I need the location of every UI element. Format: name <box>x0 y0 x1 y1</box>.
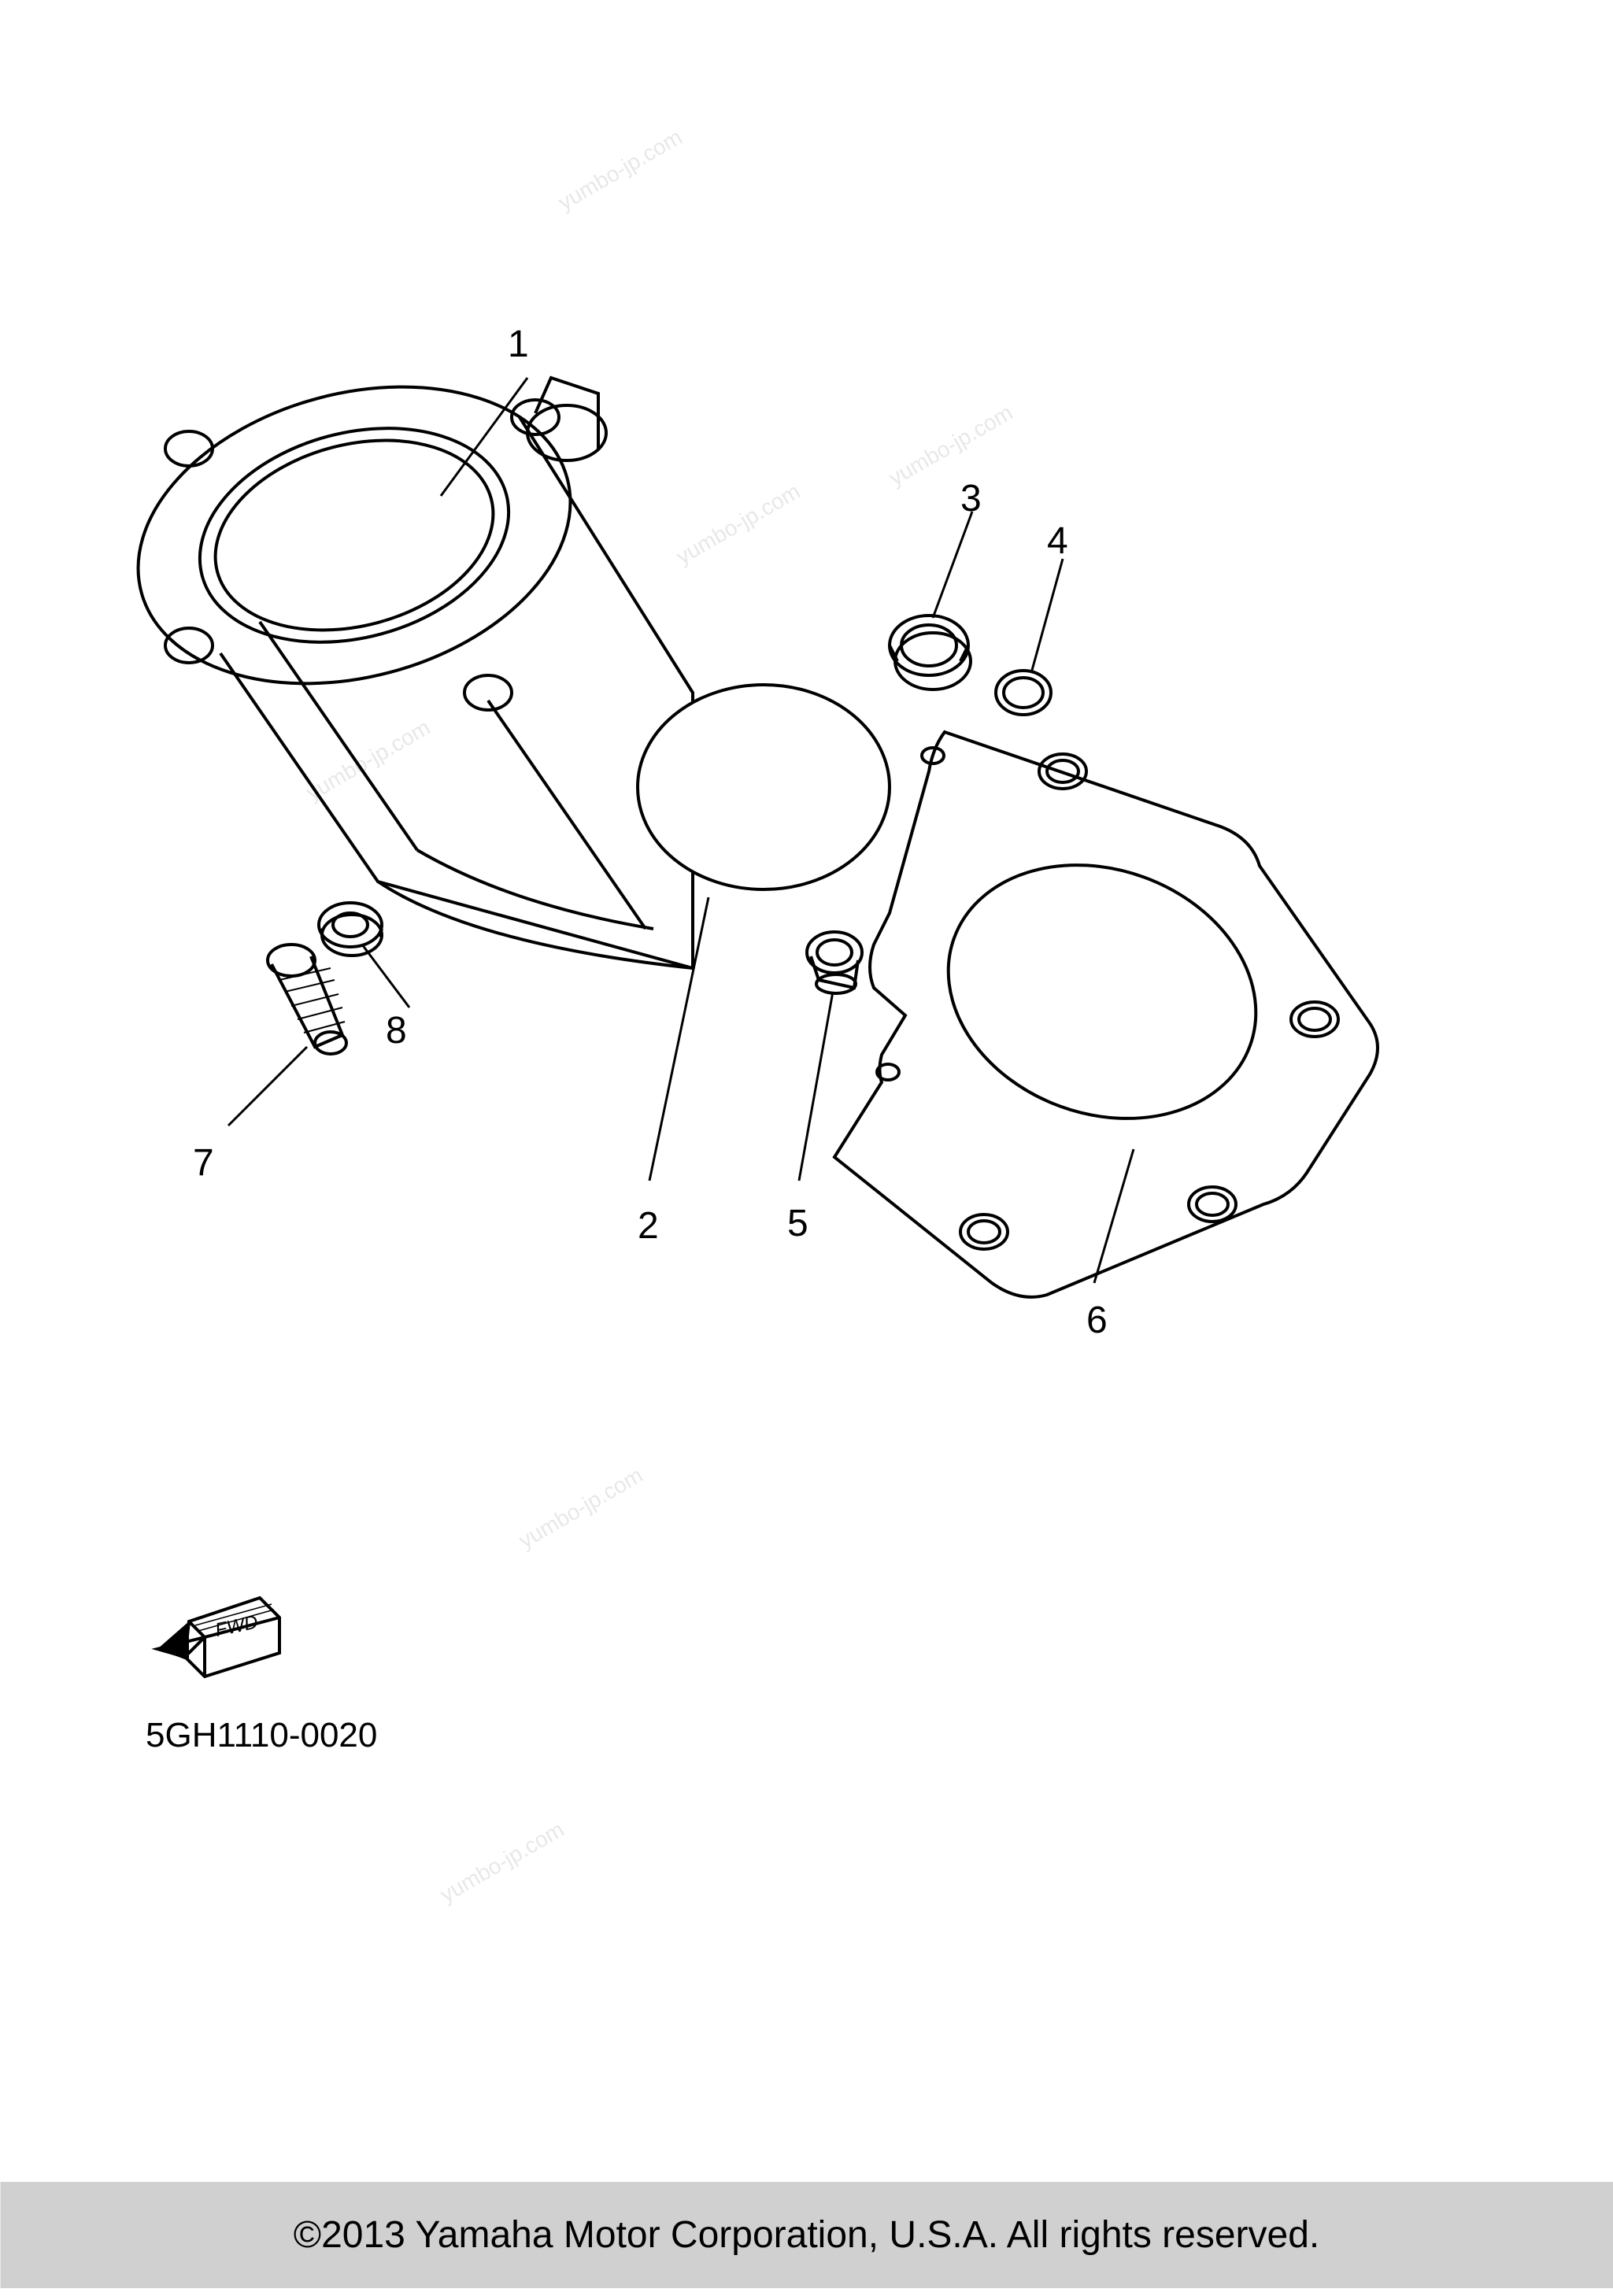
piston-plug <box>638 685 890 889</box>
fwd-arrow-icon: FWD <box>157 1598 279 1677</box>
base-gasket <box>834 732 1378 1297</box>
cylinder-body <box>105 342 693 968</box>
part-label-1: 1 <box>508 323 529 366</box>
small-plug <box>807 932 862 993</box>
diagram-code: 5GH1110-0020 <box>146 1716 377 1755</box>
collar-ring <box>890 616 971 690</box>
bolt <box>268 945 346 1054</box>
washer <box>319 903 382 956</box>
part-label-5: 5 <box>787 1202 808 1245</box>
copyright-footer: ©2013 Yamaha Motor Corporation, U.S.A. A… <box>0 2182 1613 2288</box>
o-ring <box>996 671 1051 715</box>
part-label-3: 3 <box>960 477 982 520</box>
part-label-8: 8 <box>386 1009 407 1052</box>
part-label-4: 4 <box>1047 519 1068 563</box>
part-label-6: 6 <box>1086 1299 1108 1342</box>
part-label-2: 2 <box>638 1204 659 1248</box>
part-label-7: 7 <box>193 1141 214 1185</box>
